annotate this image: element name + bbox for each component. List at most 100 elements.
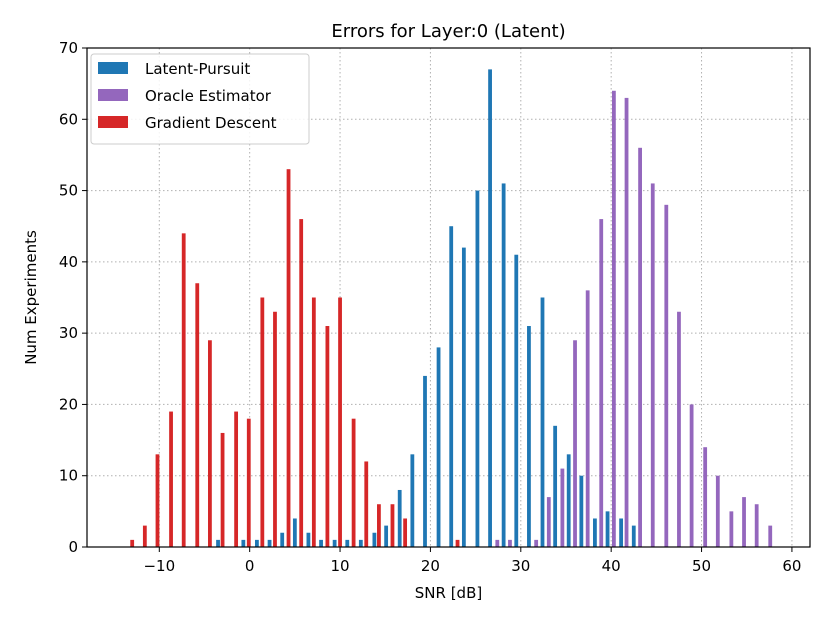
x-tick-label: 50	[692, 557, 711, 575]
bar-latent-pursuit	[579, 475, 584, 547]
bar-latent-pursuit	[358, 539, 363, 547]
ticks: −10 0 10 20 30 40 50 60 0 10 20 30 40 50 60 70	[59, 39, 802, 575]
bar-gradient-descent	[299, 219, 304, 548]
bar-gradient-descent	[155, 454, 160, 547]
bar-oracle-estimator	[611, 90, 616, 548]
bar-oracle-estimator	[689, 404, 694, 547]
bar-oracle-estimator	[715, 475, 720, 547]
bar-latent-pursuit	[241, 539, 246, 547]
bar-oracle-estimator	[599, 219, 604, 548]
y-tick-label: 40	[59, 253, 78, 271]
bar-latent-pursuit	[527, 326, 531, 547]
bar-oracle-estimator	[664, 204, 669, 548]
bar-gradient-descent	[246, 418, 251, 547]
bar-oracle-estimator	[742, 497, 746, 547]
legend-label-gradient-descent: Gradient Descent	[145, 114, 277, 132]
x-axis-title: SNR [dB]	[415, 584, 482, 602]
bar-oracle-estimator	[754, 504, 759, 547]
bar-latent-pursuit	[410, 454, 415, 547]
y-tick-label: 70	[59, 39, 78, 57]
legend-label-latent-pursuit: Latent-Pursuit	[145, 60, 250, 78]
bar-oracle-estimator	[650, 183, 655, 547]
bar-gradient-descent	[377, 504, 381, 547]
bar-latent-pursuit	[280, 532, 285, 547]
bar-latent-pursuit	[501, 183, 506, 547]
y-axis-title: Num Experiments	[22, 230, 40, 365]
bar-gradient-descent	[260, 297, 265, 547]
bar-gradient-descent	[390, 504, 395, 547]
bar-latent-pursuit	[488, 69, 492, 547]
x-tick-label: 30	[511, 557, 530, 575]
bar-latent-pursuit	[423, 375, 427, 547]
legend-box	[90, 53, 310, 145]
bar-oracle-estimator	[508, 539, 512, 547]
legend: Latent-Pursuit Oracle Estimator Gradient…	[90, 53, 310, 145]
bar-latent-pursuit	[631, 525, 636, 547]
bar-gradient-descent	[455, 539, 460, 547]
bar-oracle-estimator	[768, 525, 773, 547]
bar-latent-pursuit	[540, 297, 545, 547]
x-tick-label: −10	[143, 557, 175, 575]
bar-latent-pursuit	[332, 539, 337, 547]
y-tick-label: 10	[59, 467, 78, 485]
bar-latent-pursuit	[605, 511, 610, 547]
x-tick-label: 20	[421, 557, 440, 575]
bar-gradient-descent	[142, 525, 147, 547]
bar-latent-pursuit	[267, 539, 272, 547]
bar-oracle-estimator	[729, 511, 734, 547]
bar-gradient-descent	[403, 518, 408, 547]
bar-oracle-estimator	[495, 539, 500, 547]
bar-latent-pursuit	[449, 226, 454, 547]
bar-gradient-descent	[273, 311, 277, 547]
bar-gradient-descent	[311, 297, 316, 547]
bar-latent-pursuit	[216, 539, 220, 547]
bars	[130, 69, 773, 548]
bar-latent-pursuit	[461, 247, 466, 547]
y-tick-label: 20	[59, 395, 78, 413]
bar-gradient-descent	[181, 233, 186, 548]
x-tick-label: 40	[602, 557, 621, 575]
bar-gradient-descent	[169, 411, 173, 547]
bar-gradient-descent	[234, 411, 239, 547]
bar-latent-pursuit	[319, 539, 323, 547]
y-tick-label: 50	[59, 182, 78, 200]
bar-latent-pursuit	[593, 518, 597, 547]
bar-oracle-estimator	[546, 497, 551, 547]
bar-gradient-descent	[208, 340, 212, 547]
x-tick-label: 60	[782, 557, 801, 575]
bar-latent-pursuit	[372, 532, 377, 547]
bar-gradient-descent	[220, 432, 225, 547]
bar-gradient-descent	[351, 418, 356, 547]
bar-latent-pursuit	[255, 539, 259, 547]
y-tick-label: 30	[59, 324, 78, 342]
x-tick-label: 10	[331, 557, 350, 575]
bar-gradient-descent	[325, 326, 330, 547]
y-tick-label: 60	[59, 110, 78, 128]
y-tick-label: 0	[68, 538, 78, 556]
x-tick-label: 0	[245, 557, 255, 575]
bar-oracle-estimator	[703, 447, 708, 547]
bar-latent-pursuit	[306, 532, 311, 547]
chart-title: Errors for Layer:0 (Latent)	[331, 21, 565, 42]
legend-swatch-gradient-descent	[98, 116, 128, 128]
bar-gradient-descent	[364, 461, 369, 547]
bar-oracle-estimator	[585, 290, 590, 547]
bar-latent-pursuit	[397, 489, 402, 547]
legend-swatch-oracle-estimator	[98, 89, 128, 101]
bar-oracle-estimator	[534, 539, 539, 547]
bar-latent-pursuit	[566, 454, 571, 547]
bar-gradient-descent	[286, 169, 291, 547]
bar-latent-pursuit	[619, 518, 624, 547]
legend-label-oracle-estimator: Oracle Estimator	[145, 87, 272, 105]
bar-oracle-estimator	[560, 468, 565, 547]
bar-latent-pursuit	[292, 518, 297, 547]
legend-swatch-latent-pursuit	[98, 62, 128, 74]
bar-oracle-estimator	[624, 97, 629, 548]
bar-latent-pursuit	[345, 539, 350, 547]
plot-frame	[86, 47, 811, 548]
bar-oracle-estimator	[677, 311, 681, 547]
bar-gradient-descent	[130, 539, 135, 547]
bar-gradient-descent	[195, 283, 200, 547]
bar-gradient-descent	[338, 297, 342, 547]
